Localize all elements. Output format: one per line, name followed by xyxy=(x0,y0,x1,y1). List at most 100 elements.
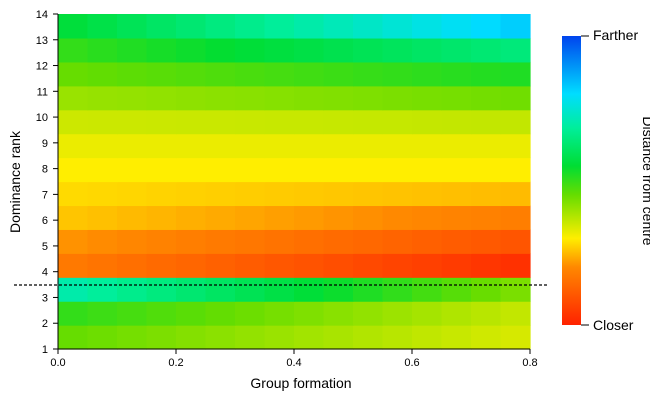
heatmap-cell xyxy=(264,14,295,39)
heatmap-cell xyxy=(323,37,354,63)
heatmap-cell xyxy=(412,325,443,350)
heatmap-cell xyxy=(294,133,325,159)
heatmap-cell xyxy=(235,181,266,207)
heatmap-cell xyxy=(441,301,472,326)
heatmap-cell xyxy=(323,14,354,39)
heatmap-cell xyxy=(58,253,89,278)
heatmap-cell xyxy=(117,133,148,159)
y-tick-label: 2 xyxy=(42,318,48,330)
heatmap-cell xyxy=(87,229,118,254)
y-tick-label: 5 xyxy=(42,241,48,253)
heatmap-cell xyxy=(353,85,384,111)
heatmap-cell xyxy=(441,325,472,350)
heatmap-cell xyxy=(87,85,118,111)
y-tick-label: 4 xyxy=(42,267,48,279)
heatmap-cell xyxy=(205,133,236,159)
heatmap-cell xyxy=(294,14,325,39)
x-axis-label: Group formation xyxy=(250,375,351,391)
heatmap-cell xyxy=(146,325,177,350)
heatmap-cell xyxy=(412,109,443,135)
heatmap-cell xyxy=(146,301,177,326)
heatmap-cell xyxy=(500,14,531,39)
heatmap-cell xyxy=(471,181,502,207)
heatmap-cell xyxy=(235,109,266,135)
heatmap-cell xyxy=(205,205,236,230)
heatmap-cell xyxy=(87,157,118,183)
heatmap-cell xyxy=(382,37,413,63)
heatmap-cell xyxy=(205,253,236,278)
heatmap-cell xyxy=(146,277,177,302)
heatmap-cell xyxy=(87,37,118,63)
heatmap-cell xyxy=(441,205,472,230)
heatmap-cell xyxy=(471,14,502,39)
heatmap-cell xyxy=(117,253,148,278)
heatmap-cell xyxy=(117,229,148,254)
heatmap-cell xyxy=(353,14,384,39)
heatmap-cell xyxy=(294,229,325,254)
heatmap-cell xyxy=(412,181,443,207)
heatmap-cell xyxy=(441,109,472,135)
heatmap-cell xyxy=(412,14,443,39)
heatmap-cell xyxy=(58,157,89,183)
heatmap-cell xyxy=(264,181,295,207)
heatmap-cell xyxy=(294,301,325,326)
heatmap-cell xyxy=(353,325,384,350)
heatmap-cell xyxy=(117,301,148,326)
heatmap-cell xyxy=(176,157,207,183)
heatmap-cell xyxy=(441,157,472,183)
heatmap-cell xyxy=(412,277,443,302)
heatmap-cell xyxy=(471,277,502,302)
heatmap-cell xyxy=(264,229,295,254)
heatmap-cell xyxy=(117,109,148,135)
heatmap-cell xyxy=(235,61,266,87)
heatmap-cell xyxy=(146,205,177,230)
heatmap-cell xyxy=(146,14,177,39)
heatmap-cell xyxy=(382,229,413,254)
heatmap-cell xyxy=(235,325,266,350)
heatmap-cell xyxy=(323,277,354,302)
heatmap-cell xyxy=(264,205,295,230)
heatmap-cell xyxy=(58,61,89,87)
heatmap-cell xyxy=(471,157,502,183)
heatmap-cell xyxy=(205,181,236,207)
heatmap-cell xyxy=(412,85,443,111)
heatmap-cell xyxy=(176,325,207,350)
y-tick-label: 9 xyxy=(42,138,48,150)
y-tick-label: 12 xyxy=(36,61,48,73)
heatmap-cell xyxy=(412,37,443,63)
heatmap-cell xyxy=(264,109,295,135)
heatmap-cell xyxy=(205,277,236,302)
heatmap-cells xyxy=(58,14,531,350)
heatmap-cell xyxy=(294,109,325,135)
heatmap-cell xyxy=(471,325,502,350)
heatmap-cell xyxy=(500,157,531,183)
heatmap-cell xyxy=(205,229,236,254)
y-tick-label: 8 xyxy=(42,164,48,176)
colorbar: Farther Closer Distance from centre xyxy=(562,27,650,333)
heatmap-cell xyxy=(117,85,148,111)
heatmap-cell xyxy=(176,37,207,63)
x-tick-label: 0.8 xyxy=(522,357,537,369)
heatmap-cell xyxy=(471,301,502,326)
heatmap-cell xyxy=(412,253,443,278)
y-tick-label: 10 xyxy=(36,112,48,124)
y-tick-label: 6 xyxy=(42,215,48,227)
heatmap-cell xyxy=(117,14,148,39)
heatmap-cell xyxy=(500,301,531,326)
heatmap-cell xyxy=(117,37,148,63)
heatmap-cell xyxy=(323,133,354,159)
heatmap-cell xyxy=(412,301,443,326)
heatmap-cell xyxy=(264,301,295,326)
heatmap-cell xyxy=(500,277,531,302)
heatmap-cell xyxy=(176,205,207,230)
heatmap-cell xyxy=(500,253,531,278)
heatmap-cell xyxy=(235,253,266,278)
heatmap-cell xyxy=(87,301,118,326)
heatmap-cell xyxy=(146,109,177,135)
heatmap-cell xyxy=(412,133,443,159)
heatmap-cell xyxy=(323,325,354,350)
heatmap-cell xyxy=(205,109,236,135)
heatmap-cell xyxy=(382,61,413,87)
heatmap-cell xyxy=(323,61,354,87)
